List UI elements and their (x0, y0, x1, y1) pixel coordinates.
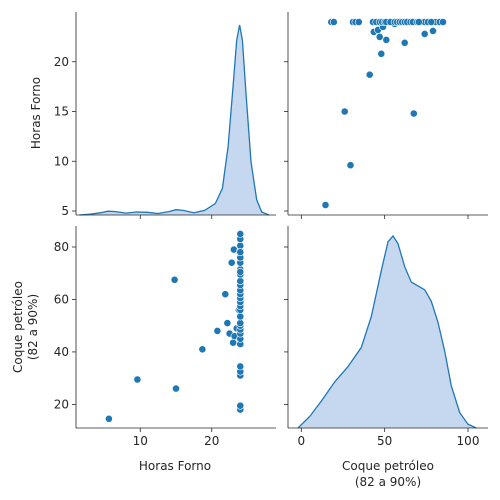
coque-vs-horas-point (429, 26, 437, 35)
horas-vs-coque-point (213, 326, 222, 335)
coque-vs-horas-point (329, 18, 338, 26)
horas-vs-coque-point (227, 258, 236, 267)
horas-vs-coque-point (236, 241, 245, 250)
coque-vs-horas-point (321, 201, 330, 209)
horas-vs-coque-point (105, 414, 113, 423)
horas-vs-coque-point (236, 401, 245, 410)
coque-kde-line (297, 234, 477, 429)
horas-vs-coque-point (172, 384, 180, 393)
coque-vs-horas-point (346, 161, 355, 170)
horas-kde-y-tick-label: 15 (54, 105, 69, 119)
x-axis-label-horas: Horas Forno (139, 459, 211, 473)
coque-vs-horas-point (375, 33, 384, 41)
x-axis-label-coque-line1: Coque petróleo (342, 459, 434, 473)
horas-vs-coque-point (236, 362, 245, 371)
y-axis-label-coque-line1: Coque petróleo (11, 281, 25, 373)
panel-horas-kde: 5 10 15 20 (54, 12, 276, 219)
horas-vs-coque-point (236, 267, 245, 276)
panel-coque-kde: 0 50 100 (284, 226, 488, 448)
horas-vs-coque-point (229, 338, 237, 347)
horas-kde-y-tick-label: 10 (54, 154, 69, 168)
horas-vs-coque-point (236, 229, 245, 238)
horas-vs-coque-point (170, 275, 179, 284)
coque-vs-horas-point (377, 49, 386, 58)
coque-kde-x-tick-label: 50 (377, 434, 392, 448)
horas-vs-coque-point (236, 277, 245, 285)
horas-vs-coque-point (198, 345, 207, 354)
horas-kde-fill (79, 25, 269, 215)
coque-vs-horas-point (409, 109, 418, 118)
horas-vs-coque-point (236, 248, 245, 257)
horas-vs-coque-y-tick-label: 80 (54, 240, 69, 254)
horas-vs-coque-point (236, 312, 245, 321)
horas-vs-coque-point (236, 319, 245, 327)
coque-vs-horas-point (427, 18, 436, 26)
horas-kde-y-tick-label: 5 (61, 204, 69, 218)
coque-kde-x-tick-label: 100 (457, 434, 480, 448)
horas-kde-line (79, 24, 270, 216)
horas-kde-y-tick-label: 20 (54, 55, 69, 69)
horas-vs-coque-y-tick-label: 60 (54, 292, 69, 306)
coque-kde-fill (298, 236, 477, 428)
horas-vs-coque-x-tick-label: 20 (204, 434, 219, 448)
horas-vs-coque-y-tick-label: 40 (54, 345, 69, 359)
horas-vs-coque-point (133, 375, 142, 384)
panel-horas-vs-coque-scatter (284, 12, 488, 219)
horas-vs-coque-x-tick-label: 10 (133, 434, 148, 448)
coque-vs-horas-point (414, 18, 423, 26)
panel-coque-vs-horas-scatter: 20 40 60 80 10 20 (54, 226, 276, 448)
coque-vs-horas-point (400, 38, 409, 47)
horas-vs-coque-y-tick-label: 20 (54, 397, 69, 411)
coque-kde-x-tick-label: 0 (298, 434, 306, 448)
coque-vs-horas-point (354, 18, 363, 26)
y-axis-label-coque-line2: (82 a 90%) (26, 294, 40, 360)
coque-vs-horas-point (420, 30, 429, 38)
horas-vs-coque-point (221, 290, 230, 299)
coque-vs-horas-point (439, 18, 447, 26)
y-axis-label-horas: Horas Forno (29, 77, 43, 149)
horas-vs-coque-point (223, 319, 232, 327)
x-axis-label-coque-line2: (82 a 90%) (355, 475, 421, 489)
coque-vs-horas-point (340, 107, 349, 116)
coque-vs-horas-point (365, 70, 374, 79)
coque-vs-horas-point (382, 36, 391, 44)
